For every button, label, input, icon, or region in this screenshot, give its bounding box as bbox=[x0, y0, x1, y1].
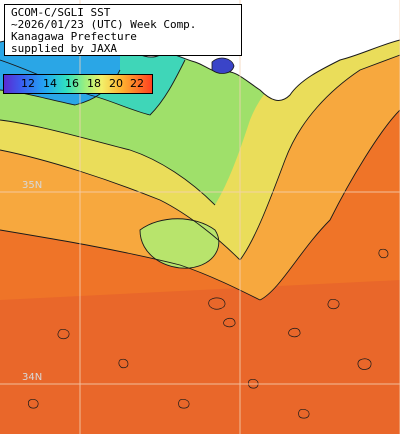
title-line-4: supplied by JAXA bbox=[11, 42, 117, 55]
legend-tick-22: 22 bbox=[130, 77, 144, 90]
inner-bay-patch bbox=[140, 218, 219, 269]
isotherm-3 bbox=[0, 229, 261, 301]
lake bbox=[211, 57, 235, 74]
isotherm-4 bbox=[259, 109, 400, 301]
isotherm-2 bbox=[0, 149, 241, 261]
title-line-3: Kanagawa Prefecture bbox=[11, 30, 137, 43]
legend-tick-12: 12 bbox=[21, 77, 35, 90]
title-line-2: ~2026/01/23 (UTC) Week Comp. bbox=[11, 18, 197, 31]
offshore-contours bbox=[27, 248, 389, 419]
lat-label-lower: 34N bbox=[22, 372, 43, 383]
legend-tick-14: 14 bbox=[43, 77, 57, 90]
sst-color-legend: 12 14 16 18 20 22 bbox=[3, 74, 153, 94]
legend-tick-16: 16 bbox=[65, 77, 79, 90]
isotherm-6 bbox=[139, 218, 220, 269]
isotherm-1 bbox=[0, 119, 216, 206]
isotherm-5 bbox=[239, 54, 400, 261]
warm-sea-band bbox=[0, 280, 400, 434]
legend-tick-18: 18 bbox=[87, 77, 101, 90]
title-line-1: GCOM-C/SGLI SST bbox=[11, 6, 111, 19]
title-box: GCOM-C/SGLI SST ~2026/01/23 (UTC) Week C… bbox=[4, 4, 242, 56]
lat-label-upper: 35N bbox=[22, 180, 43, 191]
legend-tick-20: 20 bbox=[109, 77, 123, 90]
